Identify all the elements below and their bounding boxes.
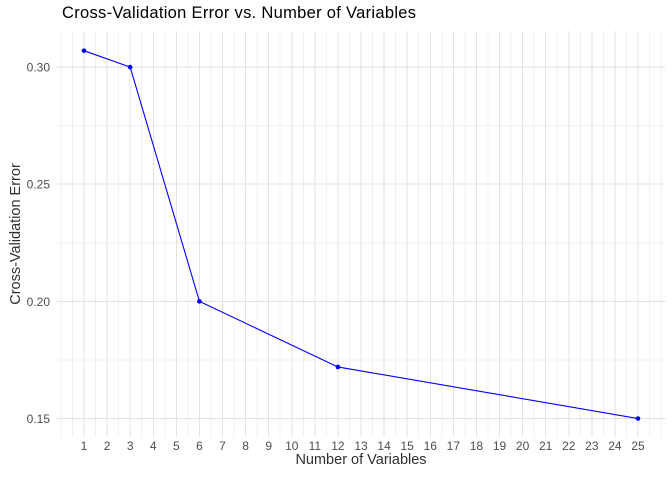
x-tick-label: 25	[631, 439, 645, 453]
chart-title: Cross-Validation Error vs. Number of Var…	[62, 4, 417, 22]
data-point	[635, 416, 641, 421]
data-point	[127, 64, 133, 70]
data-point	[335, 364, 341, 370]
x-tick-label: 9	[265, 439, 272, 453]
x-tick-label: 20	[516, 439, 530, 453]
x-tick-label: 14	[377, 439, 391, 453]
data-point	[197, 299, 202, 304]
x-tick-label: 19	[493, 439, 507, 453]
x-tick-label: 1	[81, 439, 88, 453]
x-tick-label: 17	[447, 439, 461, 453]
x-tick-label: 3	[127, 439, 134, 453]
x-tick-label: 24	[608, 439, 622, 453]
x-tick-label: 2	[104, 439, 111, 453]
x-tick-label: 7	[219, 439, 226, 453]
x-tick-label: 18	[470, 439, 484, 453]
x-tick-label: 11	[309, 439, 322, 453]
x-tick-label: 22	[562, 439, 576, 453]
x-axis-title: Number of Variables	[295, 452, 427, 468]
x-tick-label: 16	[424, 439, 438, 453]
x-tick-label: 13	[354, 439, 368, 453]
x-tick-label: 23	[585, 439, 599, 453]
x-tick-label: 8	[242, 439, 249, 453]
x-tick-label: 6	[196, 439, 203, 453]
x-tick-label: 4	[150, 439, 157, 453]
y-tick-label: 0.25	[27, 178, 51, 192]
x-tick-label: 15	[400, 439, 414, 453]
x-tick-label: 12	[331, 439, 345, 453]
x-tick-label: 5	[173, 439, 180, 453]
data-point	[81, 48, 87, 53]
y-tick-label: 0.15	[27, 412, 51, 426]
y-axis-title: Cross-Validation Error	[8, 163, 24, 305]
y-tick-label: 0.20	[27, 295, 51, 309]
x-tick-label: 10	[285, 439, 299, 453]
x-tick-label: 21	[539, 439, 553, 453]
y-tick-label: 0.30	[27, 61, 51, 75]
